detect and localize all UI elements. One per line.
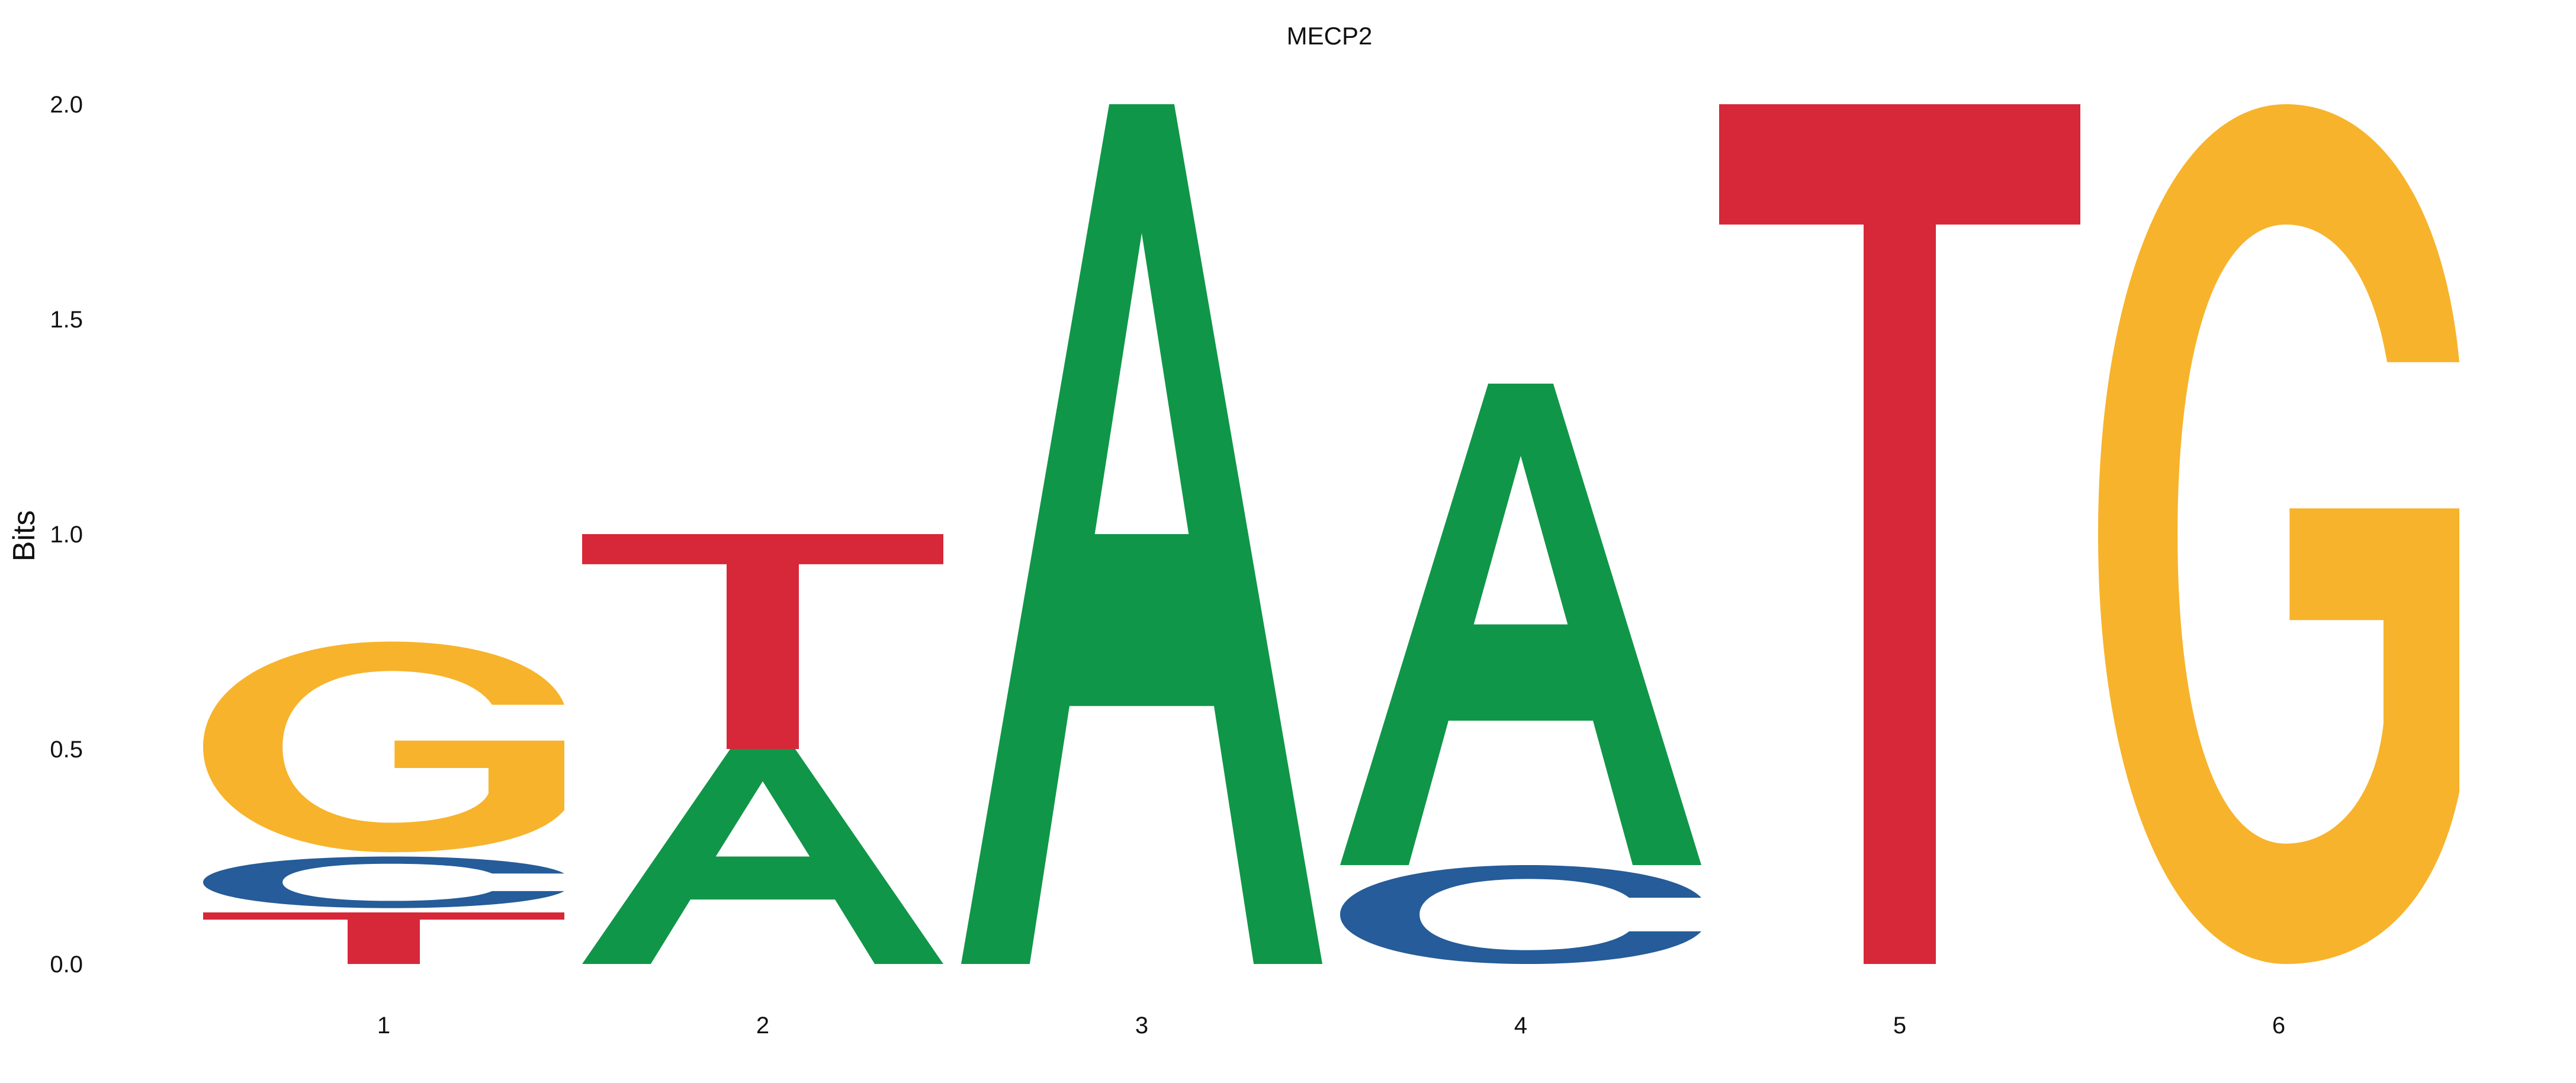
logo-letter-a-pos-4 (1340, 383, 1701, 866)
x-tick-label: 4 (1514, 1013, 1527, 1039)
x-tick-label: 5 (1893, 1013, 1906, 1039)
x-tick-label: 1 (377, 1013, 390, 1039)
logo-letter-t-pos-5 (1719, 104, 2080, 964)
x-tick-label: 6 (2272, 1013, 2285, 1039)
y-axis-ticks: 0.0 0.5 1.0 1.5 2.0 (50, 92, 83, 978)
logo-letters (203, 104, 2459, 964)
x-axis-ticks: 1 2 3 4 5 6 (377, 1013, 2285, 1039)
y-tick-label: 1.0 (50, 522, 83, 548)
logo-letter-g-pos-6 (2098, 104, 2459, 964)
logo-letter-t-pos-1 (203, 912, 564, 964)
logo-letter-g-pos-1 (203, 641, 564, 853)
y-axis-label: Bits (7, 510, 41, 562)
x-tick-label: 2 (756, 1013, 769, 1039)
logo-letter-a-pos-3 (961, 104, 1322, 964)
y-tick-label: 0.5 (50, 737, 83, 763)
y-tick-label: 1.5 (50, 307, 83, 333)
logo-letter-c-pos-1 (203, 856, 564, 908)
logo-letter-c-pos-4 (1340, 865, 1701, 964)
logo-letter-a-pos-2 (582, 749, 943, 964)
x-tick-label: 3 (1135, 1013, 1148, 1039)
logo-letter-t-pos-2 (582, 534, 943, 749)
y-tick-label: 0.0 (50, 952, 83, 978)
y-tick-label: 2.0 (50, 92, 83, 118)
chart-title: MECP2 (1287, 22, 1373, 50)
